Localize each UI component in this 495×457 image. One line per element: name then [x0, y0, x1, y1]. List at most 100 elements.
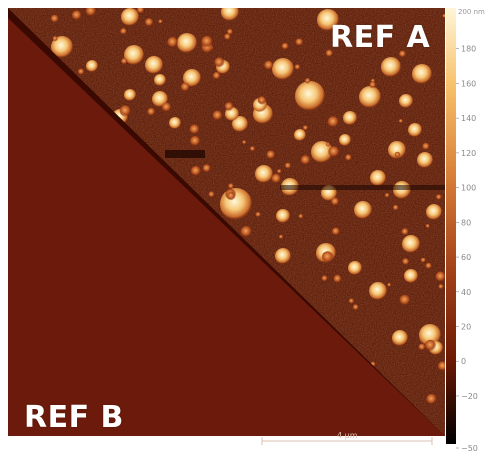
particle [392, 330, 408, 346]
particle [255, 165, 273, 183]
small-particle [224, 102, 234, 112]
colorbar-tick-label: 60 [461, 253, 471, 262]
particle [381, 57, 401, 77]
particle [177, 33, 197, 53]
particle [124, 45, 144, 65]
small-particle [294, 64, 301, 70]
small-particle [190, 165, 202, 177]
small-particle [394, 151, 401, 158]
small-particle [189, 124, 200, 135]
small-particle [399, 50, 407, 58]
particle [154, 74, 166, 86]
particle [426, 204, 442, 220]
small-particle [271, 173, 282, 184]
small-particle [401, 228, 409, 236]
colorbar-tick-label: 0 [461, 357, 466, 366]
colorbar-tick-label: 80 [461, 218, 471, 227]
particle [121, 8, 139, 26]
particle [354, 201, 372, 219]
small-particle [424, 339, 437, 352]
small-particle [77, 68, 85, 76]
particle [369, 282, 387, 300]
small-particle [147, 107, 156, 116]
small-particle [224, 33, 231, 41]
small-particle [384, 193, 390, 198]
colorbar-tick-label: 180 [461, 45, 476, 54]
small-particle [304, 78, 311, 84]
small-particle [249, 146, 256, 152]
particle [294, 129, 306, 141]
small-particle [442, 13, 445, 19]
ref-b-label: REF B [24, 400, 124, 435]
small-particle [328, 146, 340, 158]
particle [402, 235, 420, 253]
small-particle [435, 271, 445, 283]
particle [295, 81, 325, 111]
small-particle [161, 102, 172, 113]
colorbar-tick-label: 140 [461, 114, 476, 123]
small-particle [387, 282, 392, 287]
small-particle [352, 304, 359, 311]
small-particle [321, 251, 334, 263]
small-particle [227, 191, 236, 201]
colorbar-tick-label: 120 [461, 149, 476, 158]
small-particle [180, 82, 190, 92]
small-particle [298, 214, 304, 219]
small-particle [202, 164, 211, 173]
small-particle [167, 36, 179, 48]
small-particle [228, 183, 234, 190]
small-particle [295, 38, 304, 47]
small-particle [300, 155, 311, 166]
small-particle [119, 105, 132, 117]
small-particle [264, 60, 274, 71]
small-particle [345, 154, 352, 162]
small-particle [418, 343, 426, 351]
small-particle [321, 275, 328, 282]
small-particle [212, 71, 221, 80]
small-particle [326, 142, 331, 147]
particle [359, 86, 381, 108]
small-particle [327, 116, 340, 128]
small-particle [425, 224, 430, 229]
particle [412, 64, 432, 84]
colorbar-tick-label: 160 [461, 79, 476, 88]
particle [221, 8, 239, 21]
particle [343, 111, 357, 125]
particle [276, 209, 290, 223]
small-particle [278, 234, 284, 240]
small-particle [71, 10, 82, 21]
small-particle [426, 393, 437, 405]
particle [124, 89, 136, 101]
particle [348, 261, 362, 275]
particle [183, 69, 201, 87]
small-particle [190, 135, 201, 147]
particle [404, 269, 418, 283]
small-particle [333, 274, 342, 284]
small-particle [121, 58, 128, 65]
particle [86, 60, 98, 72]
particle [370, 170, 386, 186]
small-particle [437, 361, 445, 372]
colorbar-ticks: 200 nm 180 160 140 120 100 80 60 40 20 0 −20 −50 [456, 8, 485, 453]
small-particle [242, 140, 247, 145]
small-particle [281, 42, 289, 50]
particle [388, 141, 406, 159]
particle [399, 94, 413, 108]
small-particle [212, 110, 223, 121]
small-particle [158, 19, 163, 24]
small-particle [436, 194, 442, 201]
colorbar-tick-label: 40 [461, 288, 471, 297]
small-particle [348, 298, 355, 304]
small-particle [136, 8, 145, 14]
small-particle [52, 36, 58, 42]
small-particle [331, 227, 340, 236]
small-particle [255, 211, 261, 218]
small-particle [302, 125, 309, 131]
small-particle [257, 96, 267, 105]
small-particle [325, 49, 334, 58]
small-particle [201, 35, 214, 48]
small-particle [438, 284, 444, 290]
ref-a-label: REF A [330, 20, 431, 55]
colorbar-tick-label: 100 [461, 184, 476, 193]
